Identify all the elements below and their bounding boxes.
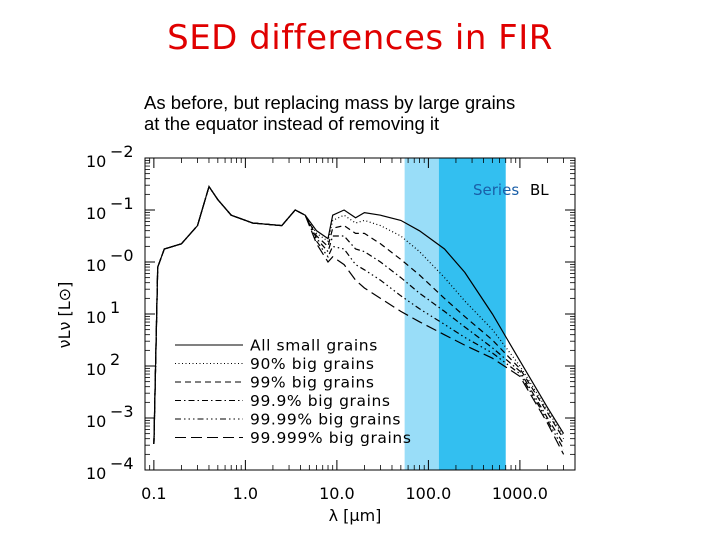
slide-title: SED differences in FIR xyxy=(167,18,553,58)
y-tick-exponent: −2 xyxy=(110,142,134,161)
y-tick-base: 10 xyxy=(86,204,106,223)
series-line-5 xyxy=(153,185,565,450)
y-tick-exponent: 2 xyxy=(110,350,120,369)
legend-label: 99.999% big grains xyxy=(250,429,412,447)
legend-label: 90% big grains xyxy=(250,355,375,373)
y-tick-exponent: −1 xyxy=(110,194,134,213)
y-tick-exponent: −3 xyxy=(110,402,134,421)
y-tick-base: 10 xyxy=(86,256,106,275)
y-tick-exponent: −0 xyxy=(110,246,134,265)
series-line-2 xyxy=(153,185,565,445)
x-axis-title: λ [μm] xyxy=(329,506,382,525)
y-tick-base: 10 xyxy=(86,308,106,327)
y-tick-exponent: −4 xyxy=(110,454,134,473)
light-band xyxy=(404,158,439,470)
legend-label: 99% big grains xyxy=(250,374,375,392)
subtitle-line-2: at the equator instead of removing it xyxy=(144,113,440,134)
y-tick-base: 10 xyxy=(86,360,106,379)
y-tick-base: 10 xyxy=(86,464,106,483)
dark-band xyxy=(438,158,506,470)
x-tick-label: 100.0 xyxy=(405,484,451,503)
subtitle-line-1: As before, but replacing mass by large g… xyxy=(144,92,516,113)
slide-subtitle: As before, but replacing mass by large g… xyxy=(144,92,515,134)
x-tick-label: 1.0 xyxy=(233,484,258,503)
y-tick-exponent: 1 xyxy=(110,298,120,317)
x-tick-label: 1000.0 xyxy=(492,484,548,503)
y-tick-base: 10 xyxy=(86,412,106,431)
x-tick-label: 10.0 xyxy=(319,484,355,503)
y-axis-title: νLν [L⊙] xyxy=(55,282,74,349)
legend-label: 99.9% big grains xyxy=(250,392,391,410)
y-tick-base: 10 xyxy=(86,152,106,171)
legend-label: All small grains xyxy=(250,337,378,355)
x-tick-label: 0.1 xyxy=(141,484,166,503)
legend-label: 99.99% big grains xyxy=(250,411,401,429)
annotation-series-prefix: Series xyxy=(473,181,519,199)
series-line-6 xyxy=(153,185,565,455)
annotation-series-suffix: BL xyxy=(530,181,549,199)
